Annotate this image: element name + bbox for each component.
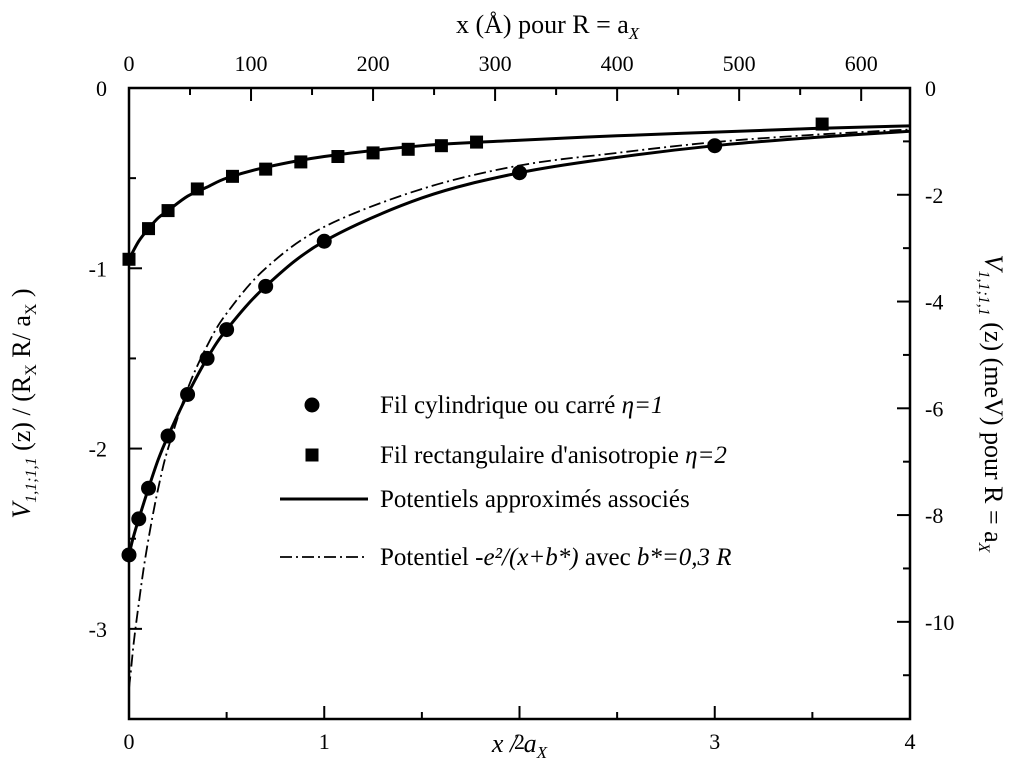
y-left-tick-label: -2 — [89, 437, 107, 462]
square-marker — [815, 117, 829, 131]
square-marker — [142, 222, 156, 236]
y-right-tick-label: -2 — [925, 183, 943, 208]
top-tick-label: 100 — [235, 51, 268, 76]
y-right-tick-label: -6 — [925, 396, 943, 421]
x-axis-title: x / aX — [491, 729, 548, 758]
legend-label: Potentiel -e²/(x+b*) avec b*=0,3 R — [380, 544, 732, 571]
legend-circle-marker — [304, 397, 320, 413]
x-tick-label: 4 — [905, 729, 916, 754]
data-markers — [121, 117, 829, 563]
y-left-axis-title: V1,1;1,1 (z) / (RX R/ aX ) — [7, 288, 40, 518]
square-marker — [434, 139, 448, 153]
legend-label: Potentiels approximés associés — [380, 486, 690, 513]
circle-marker — [219, 322, 235, 338]
top-tick-label: 500 — [723, 51, 756, 76]
square-marker — [122, 252, 136, 266]
y-right-tick-label: -10 — [925, 610, 954, 635]
x-tick-label: 1 — [319, 729, 330, 754]
circle-marker — [131, 511, 147, 527]
circle-marker — [707, 138, 723, 154]
circle-marker — [199, 350, 215, 366]
legend-label: Fil cylindrique ou carré η=1 — [380, 392, 663, 419]
y-right-tick-label: 0 — [925, 76, 936, 101]
y-left-tick-label: -1 — [89, 256, 107, 281]
top-tick-label: 200 — [357, 51, 390, 76]
coulomb-curve — [129, 128, 910, 689]
x-tick-label: 2 — [514, 729, 525, 754]
axis-titles: x / aX x (Å) pour R = aX V1,1;1,1 (z) / (R… — [7, 10, 1008, 758]
y-right-tick-label: -4 — [925, 290, 943, 315]
circle-marker — [160, 428, 176, 444]
circle-marker — [316, 233, 332, 249]
y-right-tick-label: -8 — [925, 503, 943, 528]
circle-marker — [141, 480, 157, 496]
top-tick-label: 0 — [124, 51, 135, 76]
y-left-tick-label: -3 — [89, 617, 107, 642]
tick-marks — [128, 87, 911, 719]
square-marker — [190, 182, 204, 196]
top-tick-label: 300 — [479, 51, 512, 76]
circle-marker — [121, 547, 137, 563]
legend: Fil cylindrique ou carré η=1 Fil rectangu… — [280, 392, 732, 571]
circle-marker — [258, 278, 274, 294]
legend-label: Fil rectangulaire d'anisotropie η=2 — [380, 442, 727, 469]
square-marker — [225, 169, 239, 183]
legend-square-marker — [305, 448, 319, 462]
top-tick-label: 600 — [845, 51, 878, 76]
top-axis-title: x (Å) pour R = aX — [456, 10, 640, 43]
square-marker — [161, 204, 175, 218]
y-right-axis-title: V1,1;1,1 (z) (meV) pour R = aX — [975, 255, 1008, 554]
square-marker — [259, 162, 273, 176]
x-tick-label: 0 — [124, 729, 135, 754]
square-marker — [366, 146, 380, 160]
x-tick-label: 3 — [709, 729, 720, 754]
square-marker — [401, 142, 415, 156]
tick-labels: 0 1 2 3 4 0 100 200 300 400 500 600 0 -1 -2 -3 0 -2 -4 -6 -8… — [89, 51, 955, 754]
square-marker — [294, 155, 308, 169]
top-tick-label: 400 — [601, 51, 634, 76]
fit-curve-rectangular — [129, 124, 910, 260]
square-marker — [331, 150, 345, 164]
square-marker — [470, 135, 484, 149]
y-left-tick-label: 0 — [96, 76, 107, 101]
circle-marker — [180, 386, 196, 402]
circle-marker — [512, 165, 527, 181]
